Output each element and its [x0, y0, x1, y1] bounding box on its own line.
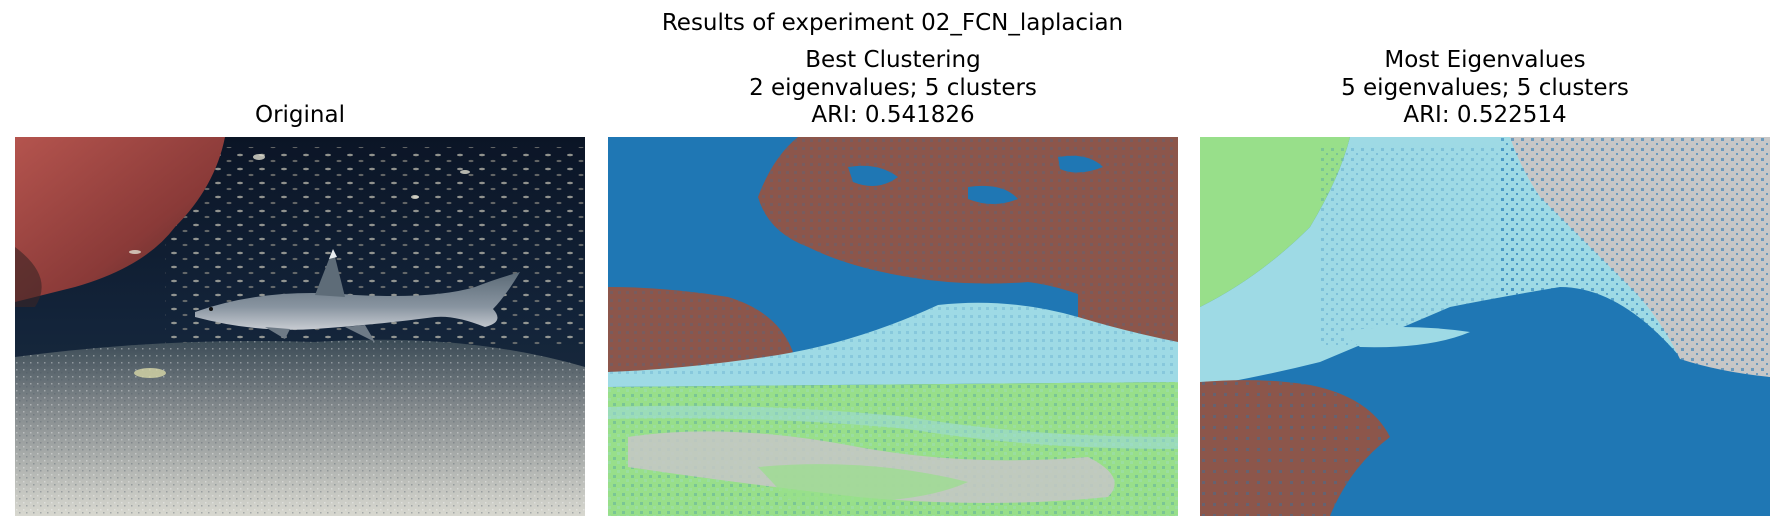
panel-title-original: Original — [254, 102, 345, 128]
panel-original: Original — [15, 0, 585, 532]
figure-suptitle: Results of experiment 02_FCN_laplacian — [661, 10, 1124, 36]
panel-title-line: 2 eigenvalues; 5 clusters — [749, 75, 1037, 101]
panel-title-line: Best Clustering — [805, 47, 981, 73]
cluster-map-most — [1200, 137, 1770, 516]
panel-title-line: ARI: 0.541826 — [811, 102, 975, 128]
panel-best-clustering: Best Clustering 2 eigenvalues; 5 cluster… — [608, 0, 1178, 532]
panel-most-eigenvalues: Most Eigenvalues 5 eigenvalues; 5 cluste… — [1200, 0, 1770, 532]
panel-title-line: Most Eigenvalues — [1384, 47, 1586, 73]
panel-title-line: 5 eigenvalues; 5 clusters — [1341, 75, 1629, 101]
panel-title-line: ARI: 0.522514 — [1403, 102, 1567, 128]
cluster-map-best — [608, 137, 1178, 516]
original-photo — [15, 137, 585, 516]
